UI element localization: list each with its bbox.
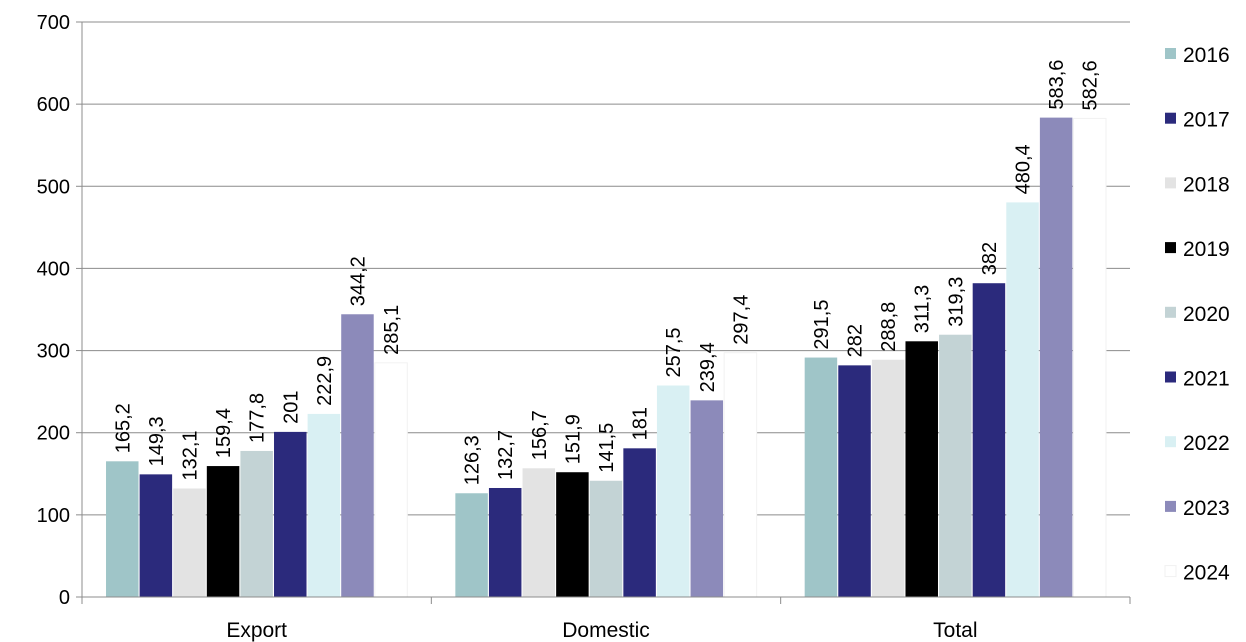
- y-tick-label: 500: [37, 176, 70, 198]
- legend: 2016 2017 2018 2019 2020 2021 2022 2023 2024: [1164, 44, 1230, 585]
- bar-total-2021: [972, 283, 1006, 597]
- y-tick-label: 700: [37, 12, 70, 34]
- legend-swatch: [1165, 371, 1176, 383]
- legend-label: 2024: [1183, 562, 1230, 585]
- data-label: 282: [845, 324, 867, 357]
- legend-swatch: [1165, 177, 1176, 189]
- legend-swatch: [1165, 48, 1176, 59]
- bar-export-2017: [139, 474, 173, 597]
- data-label: 156,7: [529, 410, 551, 460]
- bar-total-2017: [838, 365, 871, 597]
- legend-label: 2017: [1183, 109, 1230, 132]
- bar-domestic-2016: [455, 493, 488, 597]
- data-label: 201: [280, 391, 302, 424]
- legend-swatch: [1164, 565, 1177, 578]
- legend-label: 2019: [1183, 238, 1230, 261]
- bar-total-2023: [1039, 117, 1073, 597]
- bar-domestic-2024: [723, 352, 758, 598]
- bar-domestic-2019: [556, 472, 589, 597]
- data-label: 239,4: [697, 342, 719, 392]
- data-label: 297,4: [730, 295, 752, 345]
- bar-export-2018: [173, 488, 206, 597]
- data-label: 177,8: [247, 393, 269, 443]
- legend-label: 2022: [1183, 432, 1230, 455]
- bar-domestic-2017: [488, 487, 522, 597]
- x-tick-label: Total: [933, 619, 977, 642]
- data-label: 151,9: [562, 414, 584, 464]
- data-label: 126,3: [462, 435, 484, 485]
- data-label: 285,1: [381, 305, 403, 355]
- legend-label: 2018: [1183, 173, 1230, 196]
- data-label: 141,5: [596, 423, 618, 473]
- gridlines: [82, 21, 1130, 516]
- data-label: 288,8: [878, 302, 900, 352]
- bar-export-2023: [341, 314, 374, 597]
- x-tick-label: Domestic: [562, 619, 650, 642]
- x-tick-label: Export: [226, 619, 287, 642]
- legend-swatch: [1165, 436, 1176, 448]
- y-axis-tick-labels: 0 100 200 300 400 500 600 700: [37, 12, 70, 609]
- data-label: 480,4: [1013, 144, 1035, 194]
- data-label: 181: [630, 407, 652, 440]
- y-tick-label: 100: [37, 505, 70, 527]
- y-tick-label: 600: [37, 94, 70, 116]
- legend-swatch: [1165, 306, 1176, 318]
- data-label: 344,2: [347, 256, 369, 306]
- legend-label: 2020: [1183, 303, 1230, 326]
- y-tick-label: 400: [37, 258, 70, 280]
- bar-total-2022: [1006, 202, 1039, 597]
- legend-label: 2023: [1183, 497, 1230, 520]
- bar-domestic-2022: [656, 385, 690, 597]
- data-label: 149,3: [146, 416, 168, 466]
- data-labels: 165,2 149,3 132,1 159,4 177,8 201 222,9 344,2 28…: [112, 60, 1101, 486]
- bar-domestic-2018: [522, 468, 556, 597]
- axes: [76, 21, 1131, 604]
- bar-export-2020: [240, 450, 273, 597]
- data-label: 132,1: [179, 430, 201, 480]
- bar-domestic-2020: [589, 480, 623, 597]
- bar-export-2024: [374, 362, 408, 598]
- data-label: 165,2: [112, 403, 134, 453]
- data-label: 159,4: [213, 408, 235, 458]
- bars: [106, 117, 1107, 598]
- bar-domestic-2021: [623, 448, 656, 597]
- y-tick-label: 200: [37, 423, 70, 445]
- y-tick-label: 0: [59, 587, 70, 609]
- bar-total-2016: [804, 357, 838, 597]
- x-axis-tick-labels: Export Domestic Total: [226, 619, 977, 642]
- data-label: 291,5: [811, 299, 833, 349]
- data-label: 582,6: [1080, 60, 1102, 110]
- data-label: 311,3: [912, 285, 934, 334]
- bar-export-2019: [206, 466, 240, 597]
- legend-label: 2016: [1183, 44, 1230, 67]
- bar-total-2018: [871, 359, 905, 597]
- bar-total-2019: [905, 341, 938, 597]
- bar-total-2020: [939, 334, 972, 597]
- y-tick-label: 300: [37, 341, 70, 363]
- data-label: 132,7: [495, 430, 517, 480]
- legend-swatch: [1165, 500, 1176, 512]
- legend-label: 2021: [1183, 368, 1230, 391]
- bar-export-2021: [274, 431, 307, 597]
- legend-swatch: [1165, 242, 1176, 254]
- data-label: 222,9: [314, 356, 336, 406]
- data-label: 583,6: [1046, 60, 1068, 110]
- data-label: 257,5: [663, 327, 685, 377]
- bar-export-2022: [307, 413, 341, 597]
- data-label: 319,3: [945, 277, 967, 327]
- data-label: 382: [979, 242, 1001, 275]
- bar-export-2016: [106, 461, 139, 597]
- legend-swatch: [1165, 112, 1176, 124]
- bar-domestic-2023: [690, 400, 724, 597]
- bar-total-2024: [1072, 117, 1107, 598]
